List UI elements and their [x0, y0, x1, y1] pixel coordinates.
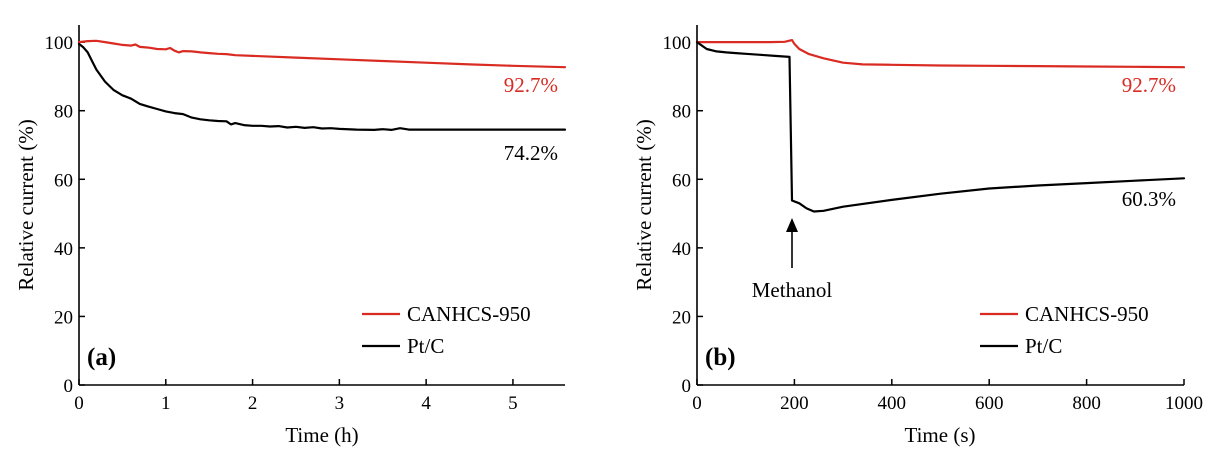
y-tick-label: 20: [672, 307, 691, 328]
panel-b-series: [695, 38, 1186, 213]
y-tick-label: 100: [663, 33, 692, 54]
series-line-canhcs-950: [695, 38, 1186, 69]
panel-b-x-ticks: 0 200 400 600 800 1000: [692, 379, 1203, 414]
panel-a-legend-label-canhcs: CANHCS-950: [407, 302, 531, 326]
panel-a-x-ticks: 0 1 2 3 4 5: [74, 379, 518, 414]
x-tick-label: 200: [780, 393, 809, 414]
panel-a-label: (a): [87, 344, 116, 371]
panel-b-label: (b): [705, 344, 736, 371]
panel-a-legend: CANHCS-950 Pt/C: [362, 302, 531, 358]
y-tick-label: 20: [54, 307, 73, 328]
panel-b-legend-label-ptc: Pt/C: [1025, 334, 1062, 358]
y-tick-label: 80: [54, 102, 73, 123]
panel-a-y-axis-title: Relative current (%): [14, 119, 38, 290]
panel-b-x-axis-title: Time (s): [905, 423, 976, 447]
series-line-pt-c: [77, 42, 567, 131]
y-tick-label: 100: [45, 33, 74, 54]
panel-b-y-ticks: 0 20 40 60 80 100: [663, 33, 703, 397]
y-tick-label: 40: [54, 239, 73, 260]
methanol-label: Methanol: [752, 278, 833, 302]
x-tick-label: 400: [878, 393, 907, 414]
y-tick-label: 0: [64, 376, 74, 397]
x-tick-label: 600: [975, 393, 1004, 414]
x-tick-label: 0: [692, 393, 702, 414]
x-tick-label: 3: [335, 393, 345, 414]
panel-a-annotation-canhcs: 92.7%: [504, 73, 558, 97]
y-tick-label: 0: [682, 376, 692, 397]
series-line-pt-c: [695, 40, 1186, 213]
panel-b-legend-label-canhcs: CANHCS-950: [1025, 302, 1149, 326]
methanol-arrow-head: [786, 218, 798, 232]
panel-a: 0 1 2 3 4 5 0 20 40 60 80 100 Time (h) Relative cu…: [14, 25, 567, 447]
panel-a-series: [77, 39, 567, 131]
panel-b-annotation-canhcs: 92.7%: [1122, 73, 1176, 97]
methanol-annotation: Methanol: [752, 218, 833, 302]
panel-b-legend: CANHCS-950 Pt/C: [980, 302, 1149, 358]
y-tick-label: 60: [672, 170, 691, 191]
y-tick-label: 60: [54, 170, 73, 191]
x-tick-label: 2: [248, 393, 258, 414]
x-tick-label: 1: [161, 393, 171, 414]
x-tick-label: 1000: [1165, 393, 1203, 414]
y-tick-label: 80: [672, 102, 691, 123]
x-tick-label: 4: [421, 393, 431, 414]
x-tick-label: 800: [1072, 393, 1101, 414]
x-tick-label: 0: [74, 393, 84, 414]
panel-a-legend-label-ptc: Pt/C: [407, 334, 444, 358]
series-line-canhcs-950: [77, 39, 567, 69]
panel-b-y-axis-title: Relative current (%): [632, 119, 656, 290]
x-tick-label: 5: [508, 393, 518, 414]
panel-a-annotation-ptc: 74.2%: [504, 141, 558, 165]
panel-a-x-axis-title: Time (h): [285, 423, 358, 447]
y-tick-label: 40: [672, 239, 691, 260]
panel-b-annotation-ptc: 60.3%: [1122, 187, 1176, 211]
